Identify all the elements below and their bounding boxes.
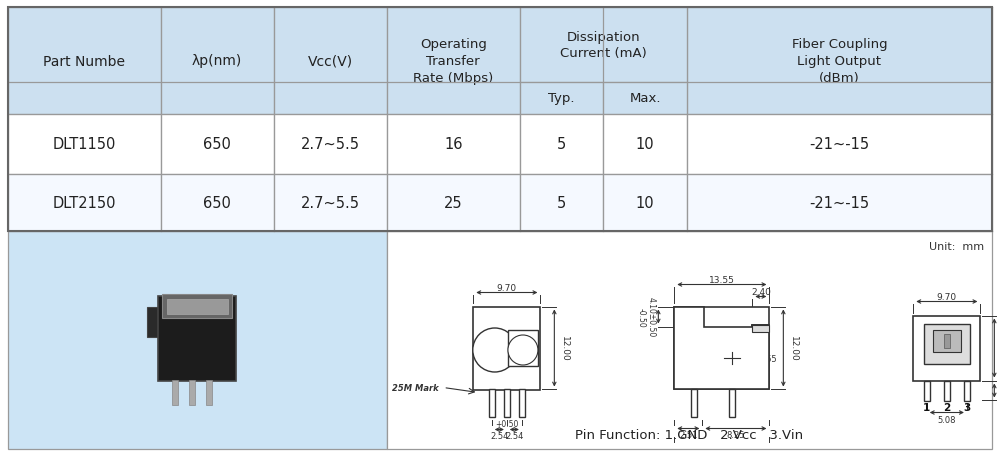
Text: 2150: 2150 [484,351,505,360]
Bar [687,115,992,175]
Text: Dissipation
Current (mA): Dissipation Current (mA) [560,30,647,61]
Text: Part Numbe: Part Numbe [43,55,125,68]
Bar [274,8,387,115]
Bar [924,381,930,400]
Bar [924,324,970,364]
Text: Vcc(V): Vcc(V) [308,55,353,68]
Bar [473,307,540,389]
Text: 12.00: 12.00 [789,335,798,361]
Text: 9.70: 9.70 [497,283,517,293]
Bar [944,334,950,348]
Bar [520,175,603,232]
Text: 5: 5 [557,137,566,152]
Text: DLT1150: DLT1150 [53,137,116,152]
FancyBboxPatch shape [167,299,228,314]
Bar [504,389,510,418]
Text: Typ.: Typ. [548,92,575,105]
Bar [603,83,687,115]
Text: 2.54: 2.54 [505,431,524,440]
Text: λp(nm): λp(nm) [192,55,242,68]
Bar [520,8,687,83]
Polygon shape [752,325,769,332]
Bar [8,8,992,232]
Text: 2.7~5.5: 2.7~5.5 [301,137,360,152]
Bar [687,175,992,232]
Bar [519,389,525,418]
Bar [387,232,992,449]
Text: DLT: DLT [516,342,530,348]
Bar [8,232,387,449]
Text: +0.50: +0.50 [495,419,519,428]
Text: Pin Function: 1.GND   2.Vcc   3.Vin: Pin Function: 1.GND 2.Vcc 3.Vin [575,428,803,441]
Text: 650: 650 [203,137,231,152]
Bar [691,389,697,418]
Text: 5: 5 [557,196,566,211]
Bar [933,330,961,352]
Text: Unit:  mm: Unit: mm [929,242,984,252]
Bar [387,8,520,115]
Bar [508,330,538,366]
Text: -21~-15: -21~-15 [809,196,870,211]
FancyBboxPatch shape [162,294,232,318]
Bar [189,380,195,405]
Bar [161,115,274,175]
Bar [603,115,687,175]
Bar [8,175,161,232]
Text: 25: 25 [444,196,463,211]
Text: Fiber Coupling
Light Output
(dBm): Fiber Coupling Light Output (dBm) [792,38,887,85]
Text: Operating
Transfer
Rate (Mbps): Operating Transfer Rate (Mbps) [413,38,493,85]
Text: 5.08: 5.08 [938,415,956,424]
Bar [944,381,950,400]
Bar [147,307,160,337]
Bar [161,8,274,115]
Circle shape [473,328,517,372]
Text: DLT2150: DLT2150 [53,196,116,211]
Text: Max.: Max. [629,92,661,105]
Text: 2.51: 2.51 [679,430,698,439]
Text: 1: 1 [923,403,930,413]
Text: 2: 2 [943,403,950,413]
Text: 13.55: 13.55 [709,275,735,284]
FancyBboxPatch shape [158,296,236,381]
Text: 2.54: 2.54 [490,431,509,440]
Text: 1150: 1150 [513,351,533,357]
Bar [206,380,212,405]
Polygon shape [674,307,769,389]
Bar [8,115,161,175]
Text: 9.70: 9.70 [937,293,957,301]
Bar [913,316,980,381]
Bar [603,175,687,232]
Bar [520,115,603,175]
Circle shape [508,335,538,365]
Bar [274,115,387,175]
Text: 2.40: 2.40 [751,288,771,296]
Bar [729,389,735,418]
Bar [274,175,387,232]
Polygon shape [674,307,769,389]
Bar [172,380,178,405]
Text: 650: 650 [203,196,231,211]
Text: 16: 16 [444,137,463,152]
Text: 12.00: 12.00 [560,335,569,361]
Text: -21~-15: -21~-15 [809,137,870,152]
Text: 25M Mark: 25M Mark [392,383,438,392]
Text: 3: 3 [963,403,970,413]
Bar [520,83,603,115]
Text: 2.7~5.5: 2.7~5.5 [301,196,360,211]
Text: 10: 10 [636,137,654,152]
Bar [387,175,520,232]
Bar [387,115,520,175]
Text: 4.10±0.50
-0.50: 4.10±0.50 -0.50 [637,297,656,337]
Text: 8.25: 8.25 [727,430,745,439]
Bar [489,389,495,418]
Bar [8,8,161,115]
Bar [687,8,992,115]
Bar [161,175,274,232]
Text: ø0.65: ø0.65 [754,354,777,363]
Text: DLT: DLT [487,342,502,351]
Text: 10: 10 [636,196,654,211]
Bar [964,381,970,400]
